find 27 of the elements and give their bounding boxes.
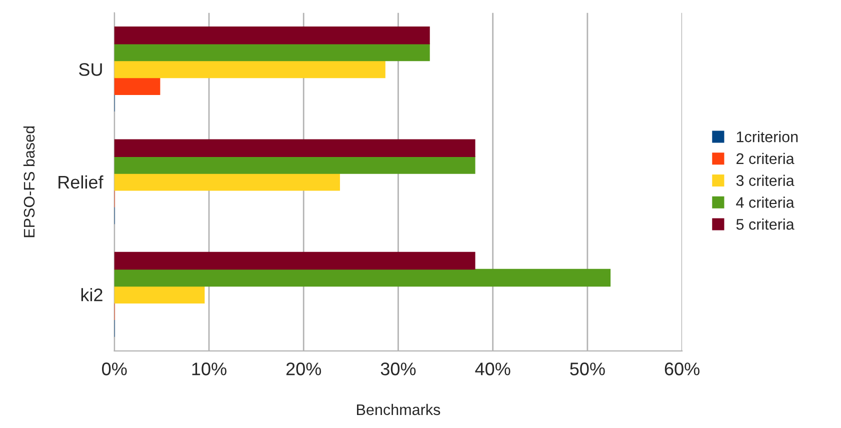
x-tick-label: 30% xyxy=(380,362,416,376)
legend-label: 1criterion xyxy=(736,131,798,142)
y-tick-label: SU xyxy=(79,63,102,76)
x-tick-label: 60% xyxy=(664,362,700,376)
x-tick-label: 50% xyxy=(570,362,605,376)
legend-label: 4 criteria xyxy=(736,196,794,208)
y-axis-title: EPSO-FS based xyxy=(23,126,35,238)
x-tick-label: 20% xyxy=(286,362,322,376)
legend-label: 5 criteria xyxy=(736,218,794,230)
bar xyxy=(114,286,205,304)
legend-label: 3 criteria xyxy=(736,174,794,186)
x-tick-label: 10% xyxy=(192,362,226,376)
y-tick-label: Relief xyxy=(58,175,104,189)
x-axis-title: Benchmarks xyxy=(357,404,440,416)
bar xyxy=(114,173,340,191)
bar xyxy=(114,43,430,62)
x-tick-label: 40% xyxy=(475,362,510,376)
bar xyxy=(114,60,386,78)
y-tick-label: ki2 xyxy=(81,288,102,302)
bar xyxy=(114,268,611,287)
bar xyxy=(114,26,430,44)
bar xyxy=(114,139,476,157)
bar xyxy=(114,156,476,174)
bar xyxy=(114,77,160,95)
legend-label: 2 criteria xyxy=(736,152,794,164)
x-tick-label: 0% xyxy=(102,362,127,376)
bar xyxy=(114,252,476,270)
